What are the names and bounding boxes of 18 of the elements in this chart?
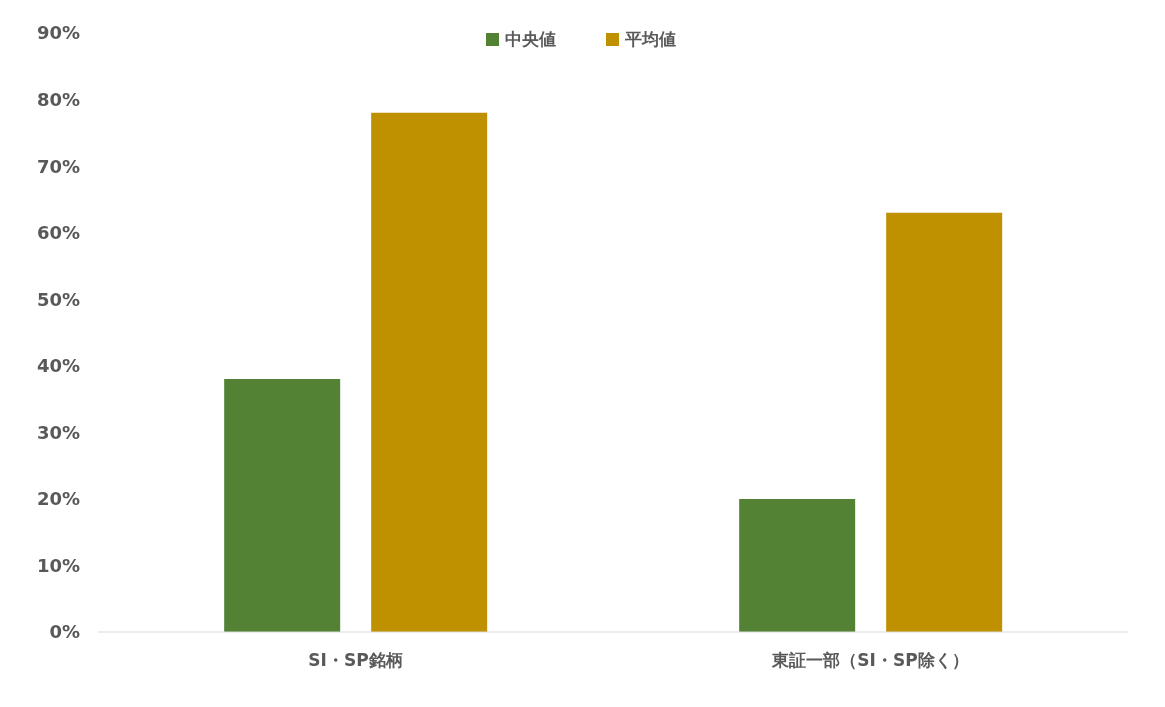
y-tick-label: 70%	[36, 155, 80, 177]
bar	[886, 212, 1003, 632]
y-tick-label: 60%	[36, 222, 80, 244]
bar	[371, 112, 488, 632]
y-tick-label: 30%	[36, 421, 80, 443]
y-tick-label: 0%	[49, 621, 80, 643]
y-tick-label: 90%	[36, 22, 80, 44]
legend-label: 中央値	[504, 28, 556, 51]
y-tick-label: 80%	[36, 88, 80, 110]
y-tick-label: 10%	[36, 554, 80, 576]
bar	[739, 498, 856, 632]
y-tick-label: 50%	[36, 288, 80, 310]
x-tick-label: 東証一部（SI・SP除く）	[771, 650, 969, 671]
y-tick-label: 20%	[36, 488, 80, 510]
legend-label: 平均値	[624, 28, 676, 51]
bar	[224, 379, 341, 632]
y-tick-label: 40%	[36, 355, 80, 377]
x-tick-label: SI・SP銘柄	[308, 650, 403, 671]
